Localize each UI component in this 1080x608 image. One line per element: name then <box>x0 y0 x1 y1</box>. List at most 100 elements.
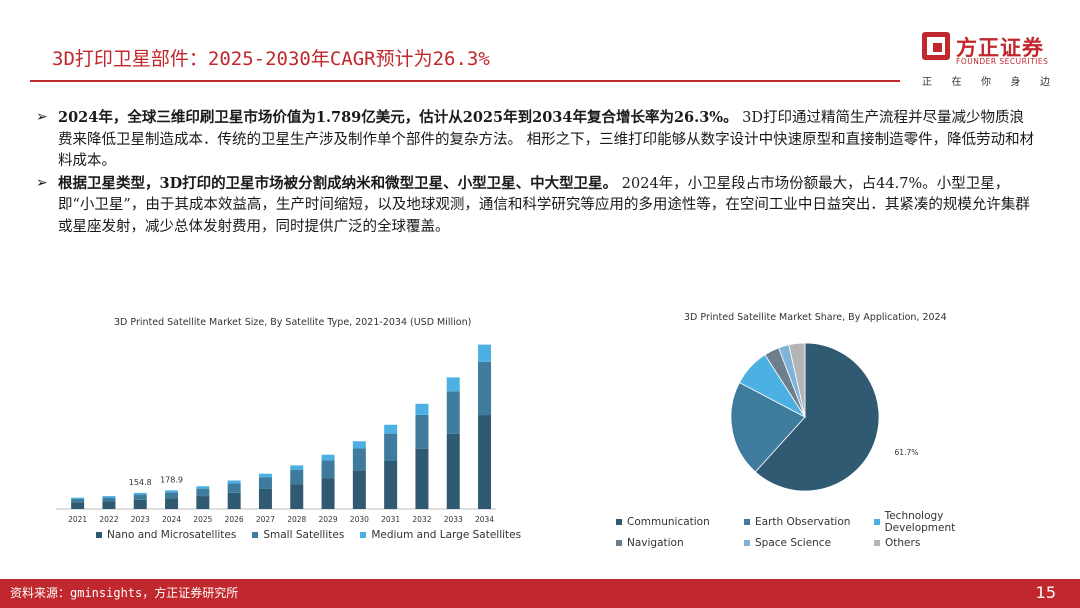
title-divider <box>30 80 900 82</box>
arrow-bullet-icon: ➢ <box>36 109 48 125</box>
x-tick-label: 2026 <box>225 515 244 524</box>
x-tick-label: 2021 <box>68 515 87 524</box>
bar-segment <box>196 486 210 489</box>
bullet-body-text: 2024年，小卫星段占市场份额最大，占44.7%。小型卫星，即“小卫星”，由于其… <box>58 175 1030 235</box>
bar-segment <box>165 490 179 493</box>
bar-segment <box>384 460 398 509</box>
legend-label: Nano and Microsatellites <box>107 529 237 541</box>
bullet-list: ➢ 2024年，全球三维印刷卫星市场价值为1.789亿美元，估计从2025年到2… <box>36 107 1036 238</box>
bar-segment <box>71 497 85 499</box>
legend-item: Others <box>874 537 1008 549</box>
bar-segment <box>133 499 147 509</box>
logo-slogan: 正 在 你 身 边 <box>922 73 1050 88</box>
bullet-item: ➢ 根据卫星类型，3D打印的卫星市场被分割成纳米和微型卫星、小型卫星、中大型卫星… <box>36 173 1036 239</box>
logo-mark-icon <box>922 32 950 60</box>
bar-segment <box>478 344 492 362</box>
legend-label: Technology Development <box>884 510 956 534</box>
legend-label: Communication <box>627 516 710 528</box>
page-number: 15 <box>1035 583 1056 602</box>
x-tick-label: 2024 <box>162 515 181 524</box>
bullet-text: 2024年，全球三维印刷卫星市场价值为1.789亿美元，估计从2025年到203… <box>58 107 1036 173</box>
pie-chart-legend: Communication Earth Observation Technolo… <box>616 510 1036 549</box>
bar-segment <box>258 473 272 478</box>
legend-swatch <box>744 519 750 525</box>
pie-slice <box>730 382 806 473</box>
bar-segment <box>227 483 241 493</box>
x-tick-label: 2025 <box>193 515 212 524</box>
arrow-bullet-icon: ➢ <box>36 174 48 191</box>
legend-swatch <box>874 519 880 525</box>
bar-segment <box>102 497 116 502</box>
bar-segment <box>196 496 210 509</box>
bar-segment <box>290 469 304 485</box>
bar-segment <box>446 391 460 434</box>
bar-segment <box>446 377 460 392</box>
page-title: 3D打印卫星部件：2025-2030年CAGR预计为26.3% <box>52 48 490 70</box>
pie-slice <box>754 342 880 492</box>
legend-item: Communication <box>616 510 728 534</box>
legend-item: Earth Observation <box>744 510 858 534</box>
x-tick-label: 2029 <box>319 515 338 524</box>
bar-segment <box>133 494 147 500</box>
bar-segment <box>321 460 335 479</box>
bar-segment <box>321 454 335 461</box>
bar-segment <box>258 488 272 509</box>
bar-chart-legend: Nano and Microsatellites Small Satellite… <box>96 529 537 541</box>
bar-segment <box>478 361 492 416</box>
x-tick-label: 2027 <box>256 515 275 524</box>
bar-segment <box>352 470 366 509</box>
pie-slice <box>788 342 806 418</box>
legend-label: Others <box>885 537 921 549</box>
pie-chart-title: 3D Printed Satellite Market Share, By Ap… <box>684 312 947 323</box>
bar-segment <box>321 478 335 509</box>
logo-name-cn: 方正证券 <box>956 36 1044 60</box>
bullet-text: 根据卫星类型，3D打印的卫星市场被分割成纳米和微型卫星、小型卫星、中大型卫星。 … <box>58 173 1036 239</box>
x-tick-label: 2032 <box>412 515 431 524</box>
legend-item: Nano and Microsatellites <box>96 529 236 541</box>
bullet-bold-text: 根据卫星类型，3D打印的卫星市场被分割成纳米和微型卫星、小型卫星、中大型卫星。 <box>58 174 618 192</box>
legend-label: Navigation <box>627 537 684 549</box>
data-label: 154.8 <box>129 478 152 487</box>
footer-source: 资料来源：gminsights，方正证券研究所 <box>10 586 239 600</box>
bar-segment <box>165 498 179 509</box>
pie-slice-label: 61.7% <box>895 448 919 457</box>
legend-item: Space Science <box>744 537 858 549</box>
bar-segment <box>102 501 116 509</box>
legend-item: Navigation <box>616 537 728 549</box>
bar-segment <box>165 492 179 499</box>
x-tick-label: 2022 <box>99 515 118 524</box>
legend-item: Small Satellites <box>252 529 344 541</box>
bar-segment <box>227 492 241 509</box>
bar-segment <box>71 498 85 503</box>
bar-segment <box>227 480 241 484</box>
bar-segment <box>415 403 429 415</box>
slogan-char: 边 <box>1040 77 1050 88</box>
bar-segment <box>415 414 429 449</box>
slogan-char: 身 <box>1010 77 1021 88</box>
x-tick-label: 2030 <box>350 515 369 524</box>
x-tick-label: 2028 <box>287 515 306 524</box>
legend-swatch <box>360 532 367 538</box>
bar-segment <box>478 415 492 509</box>
slogan-char: 正 <box>922 77 932 88</box>
legend-swatch <box>874 540 880 546</box>
bar-segment <box>196 488 210 497</box>
legend-swatch <box>252 532 259 538</box>
bar-chart-title: 3D Printed Satellite Market Size, By Sat… <box>114 317 472 328</box>
legend-item: Medium and Large Satellites <box>360 529 521 541</box>
legend-item: Technology Development <box>874 510 1008 534</box>
bar-segment <box>446 433 460 509</box>
legend-label: Space Science <box>755 537 832 549</box>
data-label: 178.9 <box>160 475 183 484</box>
bar-segment <box>352 441 366 449</box>
bullet-body-text: 3D打印通过精简生产流程并尽量减少物质浪费来降低卫星制造成本．传统的卫星生产涉及… <box>58 110 1035 169</box>
legend-swatch <box>744 540 750 546</box>
legend-swatch <box>96 532 102 538</box>
x-tick-label: 2033 <box>444 515 463 524</box>
bar-segment <box>352 448 366 471</box>
logo-name-en: FOUNDER SECURITIES <box>956 57 1049 66</box>
bar-segment <box>133 492 147 495</box>
bullet-bold-text: 2024年，全球三维印刷卫星市场价值为1.789亿美元，估计从2025年到203… <box>58 109 738 126</box>
bar-segment <box>290 465 304 470</box>
legend-label: Medium and Large Satellites <box>371 529 522 541</box>
